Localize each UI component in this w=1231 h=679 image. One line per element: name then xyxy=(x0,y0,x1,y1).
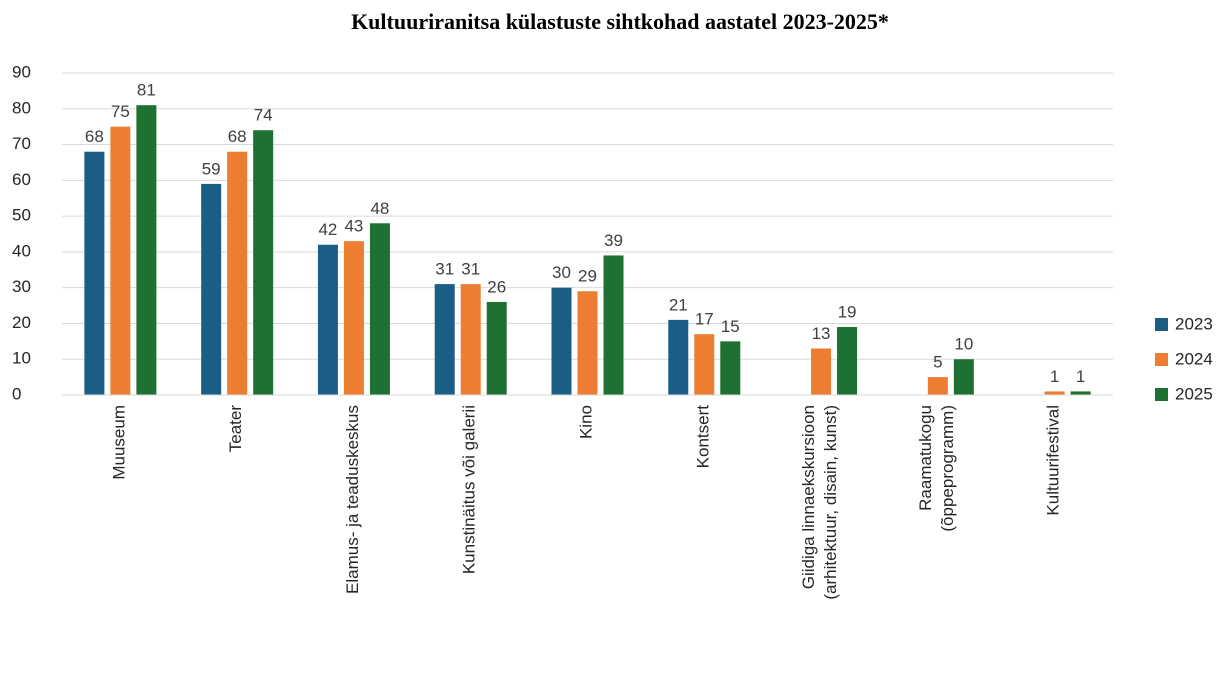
bar xyxy=(110,126,131,396)
bar xyxy=(927,377,948,395)
bar xyxy=(603,255,624,395)
data-label: 48 xyxy=(370,199,389,218)
y-tick-label: 80 xyxy=(12,98,31,117)
bar xyxy=(694,334,715,395)
data-label: 42 xyxy=(318,220,337,239)
bar xyxy=(434,284,455,395)
y-tick-label: 70 xyxy=(12,134,31,153)
bar xyxy=(953,359,974,395)
y-tick-label: 20 xyxy=(12,313,31,332)
bar xyxy=(1070,391,1091,395)
bar xyxy=(837,327,858,395)
y-tick-label: 30 xyxy=(12,277,31,296)
bar xyxy=(460,284,481,395)
data-label: 43 xyxy=(344,217,363,236)
data-label: 1 xyxy=(1050,367,1059,386)
data-label: 81 xyxy=(137,81,156,100)
x-tick-label: Raamatukogu (õppeprogramm) xyxy=(916,405,957,532)
bar xyxy=(551,287,572,395)
bar xyxy=(369,223,390,395)
x-tick-label: Elamus- ja teaduskeskus xyxy=(343,405,362,594)
data-label: 15 xyxy=(721,317,740,336)
bar xyxy=(486,301,507,395)
data-label: 17 xyxy=(695,310,714,329)
data-label: 29 xyxy=(578,267,597,286)
data-label: 74 xyxy=(254,106,273,125)
y-tick-label: 60 xyxy=(12,170,31,189)
data-label: 31 xyxy=(461,260,480,279)
legend-label: 2023 xyxy=(1175,314,1213,333)
data-label: 59 xyxy=(202,159,221,178)
bar xyxy=(1044,391,1065,395)
data-label: 19 xyxy=(838,303,857,322)
bar xyxy=(317,244,338,395)
data-label: 68 xyxy=(228,127,247,146)
data-label: 21 xyxy=(669,295,688,314)
x-tick-label: Kunstinäitus või galerii xyxy=(460,405,479,574)
x-tick-label: Giidiga linnaekskursioon (arhitektuur, di… xyxy=(800,405,841,600)
legend-swatch xyxy=(1155,388,1168,401)
legend-label: 2024 xyxy=(1175,349,1213,368)
x-tick-label: Kultuurifestival xyxy=(1044,405,1063,516)
y-tick-label: 90 xyxy=(12,62,31,81)
data-label: 30 xyxy=(552,263,571,282)
data-label: 26 xyxy=(487,277,506,296)
x-tick-label: Kino xyxy=(577,405,596,439)
data-label: 39 xyxy=(604,231,623,250)
bar xyxy=(720,341,741,395)
data-label: 75 xyxy=(111,102,130,121)
y-tick-label: 0 xyxy=(12,384,21,403)
y-tick-label: 50 xyxy=(12,206,31,225)
y-tick-label: 40 xyxy=(12,241,31,260)
bar xyxy=(227,151,248,395)
x-tick-label: Muuseum xyxy=(110,405,129,480)
x-tick-label: Kontsert xyxy=(694,405,713,469)
legend-swatch xyxy=(1155,318,1168,331)
data-label: 10 xyxy=(954,335,973,354)
bar xyxy=(577,291,598,395)
bar xyxy=(201,183,222,395)
data-label: 13 xyxy=(812,324,831,343)
x-tick-label: Teater xyxy=(227,405,246,453)
chart-title: Kultuuriranitsa külastuste sihtkohad aas… xyxy=(351,9,889,34)
data-label: 5 xyxy=(933,353,942,372)
legend-swatch xyxy=(1155,353,1168,366)
bar xyxy=(253,130,274,395)
data-label: 68 xyxy=(85,127,104,146)
bar xyxy=(136,105,157,395)
bar xyxy=(343,241,364,395)
y-tick-label: 10 xyxy=(12,349,31,368)
data-label: 1 xyxy=(1076,367,1085,386)
data-label: 31 xyxy=(435,260,454,279)
legend-label: 2025 xyxy=(1175,384,1213,403)
bar xyxy=(668,319,689,395)
bar xyxy=(811,348,832,395)
bar xyxy=(84,151,105,395)
